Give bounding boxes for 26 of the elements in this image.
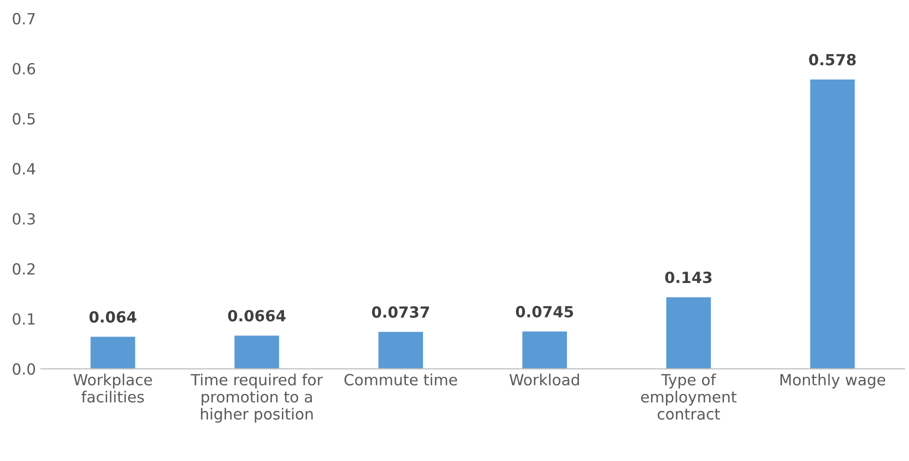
x-tick-label: Time required for promotion to a higher position xyxy=(190,374,323,423)
data-label: 0.0737 xyxy=(372,306,429,318)
data-label: 0.0664 xyxy=(228,310,286,322)
y-tick-label: 0.6 xyxy=(12,62,36,75)
bar xyxy=(90,336,136,369)
y-tick-label: 0.1 xyxy=(12,313,35,325)
bar xyxy=(810,80,855,369)
x-tick-label: Monthly wage xyxy=(780,374,886,388)
y-tick-label: 0.0 xyxy=(12,363,36,375)
x-tick-label: Workplace facilities xyxy=(73,374,152,403)
x-tick-label: Type of employment contract xyxy=(641,374,736,420)
bar xyxy=(666,297,711,369)
data-label: 0.143 xyxy=(665,272,712,284)
y-tick-label: 0.5 xyxy=(12,113,35,125)
y-tick-label: 0.3 xyxy=(12,213,35,225)
y-tick-label: 0.7 xyxy=(12,12,35,24)
y-tick-label: 0.4 xyxy=(12,163,36,175)
y-tick-label: 0.2 xyxy=(12,263,35,275)
bar xyxy=(234,336,280,369)
data-label: 0.0745 xyxy=(516,306,574,318)
x-tick-label: Commute time xyxy=(344,374,458,386)
data-label: 0.578 xyxy=(809,54,856,66)
bar xyxy=(522,332,567,369)
data-label: 0.064 xyxy=(89,311,136,323)
bar xyxy=(378,332,424,369)
x-tick-label: Workload xyxy=(509,374,579,386)
